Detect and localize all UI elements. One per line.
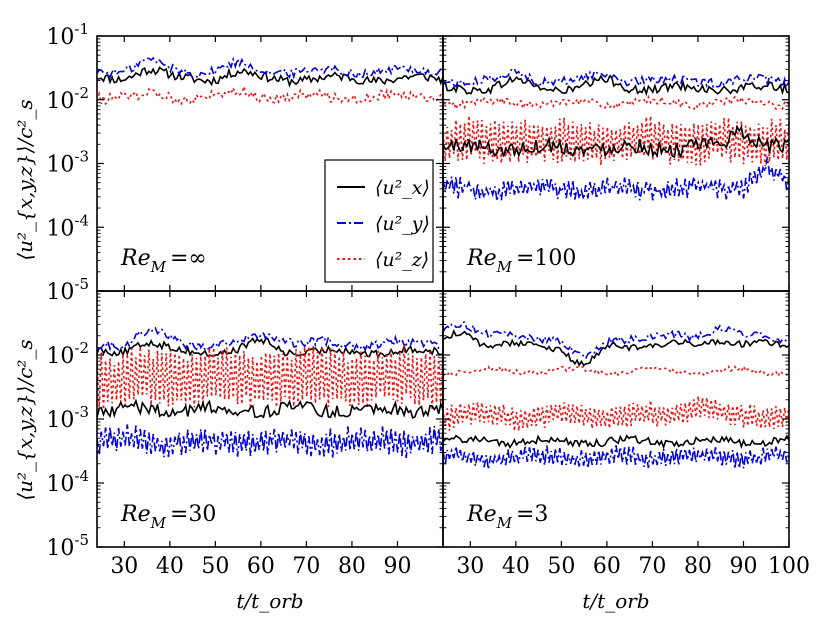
panel-label: ReM =3 — [466, 502, 548, 532]
legend-label-uz: ⟨u²_z⟩ — [375, 249, 429, 271]
series-top-left-ux — [97, 66, 443, 88]
x-tick-label: 40 — [156, 554, 184, 579]
plot-layer: 10-5 10-4 10-3 10-2 10-1 ReM =∞ ReM =100 30 40 50 60… — [46, 20, 810, 579]
panel-label: ReM =∞ — [120, 246, 207, 276]
x-tick-label: 50 — [201, 554, 229, 579]
x-tick-label: 60 — [247, 554, 275, 579]
x-tick-label: 80 — [338, 554, 366, 579]
series-group — [97, 326, 443, 459]
series-bottom-right-uz — [443, 364, 789, 378]
x-axis-label-left: t/t_orb — [236, 589, 303, 613]
series-bottom-left-uz — [97, 344, 443, 410]
x-tick-label: 70 — [638, 554, 666, 579]
y-tick-label: 10-3 — [46, 403, 89, 433]
series-bottom-right-uy — [443, 321, 789, 361]
legend: ⟨u²_x⟩ ⟨u²_y⟩ ⟨u²_z⟩ — [324, 159, 434, 283]
panel-top-right: ReM =100 — [442, 35, 790, 292]
x-tick-label: 30 — [456, 554, 484, 579]
series-group — [97, 56, 443, 106]
y-tick-label: 10-4 — [46, 211, 89, 241]
series-bottom-left-uy — [97, 326, 443, 353]
x-axis-label-right: t/t_orb — [582, 589, 649, 613]
series-bottom-left-uy_low — [97, 424, 443, 459]
y-tick-label: 10-2 — [46, 84, 89, 114]
series-top-right-uy_low — [443, 156, 789, 202]
panel-label: ReM =30 — [120, 502, 216, 532]
series-bottom-right-ux_low — [443, 434, 789, 450]
x-tick-label: 30 — [110, 554, 138, 579]
x-tick-label: 40 — [502, 554, 530, 579]
x-tick-label: 100 — [768, 554, 810, 579]
series-bottom-right-uz_fast — [443, 396, 789, 431]
series-bottom-right-ux — [443, 328, 789, 367]
series-top-right-uz — [443, 94, 789, 112]
x-tick-label: 60 — [593, 554, 621, 579]
y-tick-label: 10-5 — [46, 531, 89, 561]
x-tick-label: 70 — [292, 554, 320, 579]
series-top-right-uz_fast — [443, 115, 789, 167]
legend-frame — [324, 159, 434, 283]
series-top-right-ux_low — [443, 124, 789, 160]
x-tick-label: 50 — [547, 554, 575, 579]
x-tick-label: 90 — [383, 554, 411, 579]
y-axis-label-bottom: ⟨u²_{x,y,z}⟩/c²_s — [13, 339, 37, 500]
y-tick-label: 10-4 — [46, 467, 89, 497]
legend-label-uy: ⟨u²_y⟩ — [375, 213, 430, 235]
series-bottom-left-ux_low — [97, 398, 443, 420]
y-tick-label: 10-2 — [46, 339, 89, 369]
y-tick-label: 10-3 — [46, 148, 89, 178]
x-tick-label: 80 — [684, 554, 712, 579]
y-tick-label: 10-5 — [46, 275, 89, 305]
series-group — [443, 321, 789, 470]
x-tick-label: 90 — [729, 554, 757, 579]
series-bottom-right-uy_low — [443, 445, 789, 470]
series-top-right-ux — [443, 74, 789, 97]
legend-label-ux: ⟨u²_x⟩ — [375, 177, 430, 199]
y-tick-label: 10-1 — [46, 20, 89, 50]
panel-label: ReM =100 — [466, 246, 576, 276]
series-group — [443, 67, 789, 202]
series-bottom-left-ux — [97, 337, 443, 360]
series-top-right-uy — [443, 67, 789, 90]
series-top-left-uy — [97, 56, 443, 80]
panel-bottom-left: 30 40 50 60 70 80 90 10-5 10-4 10-3 10-2 ReM =30 — [46, 290, 444, 579]
series-top-left-uz — [97, 83, 443, 106]
panel-bottom-right: 30 40 50 60 70 80 90 100 ReM =3 — [442, 290, 810, 579]
y-axis-label-top: ⟨u²_{x,y,z}⟩/c²_s — [13, 99, 37, 260]
